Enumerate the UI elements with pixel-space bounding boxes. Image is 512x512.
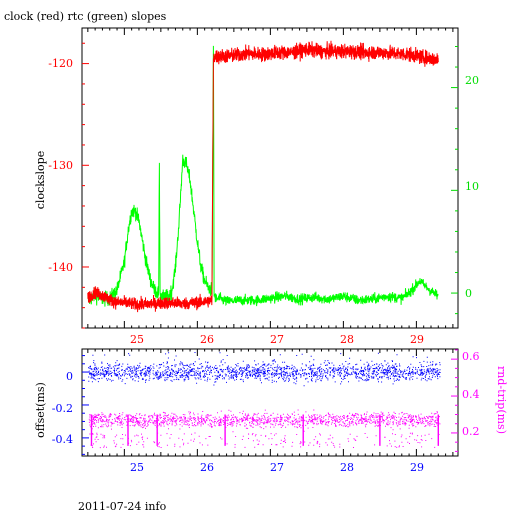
top-plot-frame (81, 27, 459, 329)
bottom-right-tick-label: 0.4 (462, 388, 480, 401)
bottom-x-tick-label: 25 (130, 461, 144, 474)
bottom-x-tick-label: 26 (200, 461, 214, 474)
bottom-left-tick-labels: 0 -0.2 -0.4 (52, 370, 73, 446)
top-right-tick-label: 10 (465, 180, 479, 193)
top-x-tick-labels: 25 26 27 28 29 (130, 333, 424, 346)
bottom-plot-frame (81, 348, 459, 457)
bottom-right-tick-labels: 0.6 0.4 0.2 (462, 350, 480, 438)
bottom-x-tick-label: 29 (410, 461, 424, 474)
top-plot-ticks (82, 28, 458, 329)
top-left-tick-label: -140 (48, 261, 73, 274)
top-left-tick-label: -130 (48, 159, 73, 172)
footer-info: 2011-07-24 info (78, 500, 167, 512)
rtc-slope-line (87, 45, 439, 307)
offset-points (88, 352, 441, 387)
top-right-tick-label: 20 (465, 74, 479, 87)
bottom-x-tick-labels: 25 26 27 28 29 (130, 461, 424, 474)
chart-title: clock (red) rtc (green) slopes (4, 10, 167, 23)
bottom-plot-data (88, 352, 441, 449)
top-right-tick-labels: 20 10 0 (465, 74, 479, 300)
bottom-left-tick-label: -0.4 (52, 433, 73, 446)
bottom-plot-ticks (82, 349, 458, 456)
bottom-right-tick-label: 0.2 (462, 425, 480, 438)
top-x-tick-label: 25 (130, 333, 144, 346)
top-plot-data (87, 40, 439, 313)
bottom-y-axis-label: offset(ms) (34, 382, 47, 438)
top-right-tick-label: 0 (465, 287, 472, 300)
top-left-tick-label: -120 (48, 57, 73, 70)
bottom-left-tick-label: 0 (66, 370, 73, 383)
top-y-axis-label: clockslope (34, 151, 47, 209)
bottom-x-tick-label: 28 (340, 461, 354, 474)
top-left-tick-labels: -120 -130 -140 (48, 57, 73, 274)
bottom-x-tick-label: 27 (270, 461, 284, 474)
bottom-left-tick-label: -0.2 (52, 402, 73, 415)
bottom-right-tick-label: 0.6 (462, 350, 480, 363)
top-x-tick-label: 27 (270, 333, 284, 346)
top-x-tick-label: 26 (200, 333, 214, 346)
clock-slope-line (87, 40, 439, 313)
top-x-tick-label: 29 (410, 333, 424, 346)
roundtrip-points (88, 409, 441, 449)
bottom-y2-axis-label: rnd-trip(ms) (495, 366, 508, 434)
top-x-tick-label: 28 (340, 333, 354, 346)
